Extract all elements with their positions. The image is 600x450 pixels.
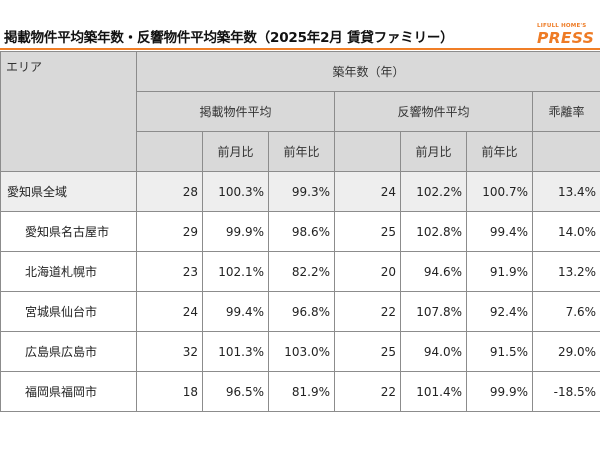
cell-listed-yoy: 82.2% xyxy=(268,251,335,292)
table-row: 広島県広島市 32 101.3% 103.0% 25 94.0% 91.5% 2… xyxy=(0,331,600,372)
header-inquiry-mom: 前月比 xyxy=(400,131,467,172)
page-title: 掲載物件平均築年数・反響物件平均築年数（2025年2月 賃貸ファミリー） xyxy=(4,30,454,46)
cell-inquiry: 20 xyxy=(334,251,401,292)
cell-inquiry-mom: 107.8% xyxy=(400,291,467,332)
header-row-1: エリア 築年数（年） xyxy=(0,51,600,172)
table-row: 北海道札幌市 23 102.1% 82.2% 20 94.6% 91.9% 13… xyxy=(0,251,600,292)
header-row-2: 掲載物件平均 反響物件平均 乖離率 xyxy=(1,91,600,132)
cell-inquiry-yoy: 99.9% xyxy=(466,371,533,412)
cell-inquiry: 22 xyxy=(334,291,401,332)
cell-inquiry: 25 xyxy=(334,331,401,372)
cell-inquiry-mom: 94.6% xyxy=(400,251,467,292)
cell-divergence: 13.2% xyxy=(531,251,600,292)
header-area: エリア xyxy=(0,51,137,172)
cell-inquiry-mom: 101.4% xyxy=(400,371,467,412)
cell-divergence: 7.6% xyxy=(531,291,600,332)
cell-inquiry-yoy: 91.9% xyxy=(466,251,533,292)
cell-divergence: 29.0% xyxy=(531,331,600,372)
cell-listed-yoy: 81.9% xyxy=(268,371,335,412)
row-area: 愛知県全域 xyxy=(0,171,137,212)
row-area: 愛知県名古屋市 xyxy=(0,211,137,252)
header-listed-yoy: 前年比 xyxy=(268,131,335,172)
cell-inquiry-yoy: 100.7% xyxy=(466,171,533,212)
header-listed-value xyxy=(136,131,203,172)
cell-inquiry-yoy: 92.4% xyxy=(466,291,533,332)
cell-listed-mom: 102.1% xyxy=(202,251,269,292)
cell-inquiry-mom: 94.0% xyxy=(400,331,467,372)
table-row: 宮城県仙台市 24 99.4% 96.8% 22 107.8% 92.4% 7.… xyxy=(0,291,600,332)
header-age: 築年数（年） xyxy=(135,51,600,92)
header-listed-avg: 掲載物件平均 xyxy=(136,91,335,132)
cell-inquiry-yoy: 99.4% xyxy=(466,211,533,252)
cell-listed-yoy: 103.0% xyxy=(268,331,335,372)
logo-line2: PRESS xyxy=(537,29,595,47)
row-area: 広島県広島市 xyxy=(0,331,137,372)
table-row: 愛知県名古屋市 29 99.9% 98.6% 25 102.8% 99.4% 1… xyxy=(0,211,600,252)
title-divider xyxy=(0,48,600,50)
table-row: 福岡県福岡市 18 96.5% 81.9% 22 101.4% 99.9% -1… xyxy=(0,371,600,412)
cell-listed: 23 xyxy=(136,251,203,292)
row-area: 北海道札幌市 xyxy=(0,251,137,292)
cell-inquiry-mom: 102.2% xyxy=(400,171,467,212)
brand-logo: LIFULL HOME'S PRESS xyxy=(537,23,599,53)
cell-listed-mom: 101.3% xyxy=(202,331,269,372)
cell-divergence: 13.4% xyxy=(531,171,600,212)
cell-listed-mom: 99.9% xyxy=(202,211,269,252)
header-inquiry-avg: 反響物件平均 xyxy=(334,91,533,132)
cell-listed-yoy: 98.6% xyxy=(268,211,335,252)
cell-listed-mom: 96.5% xyxy=(202,371,269,412)
cell-listed: 24 xyxy=(136,291,203,332)
cell-listed-yoy: 96.8% xyxy=(268,291,335,332)
row-area: 宮城県仙台市 xyxy=(0,291,137,332)
header-divergence-blank xyxy=(531,131,600,172)
cell-listed: 29 xyxy=(136,211,203,252)
header-inquiry-yoy: 前年比 xyxy=(466,131,533,172)
header-inquiry-value xyxy=(334,131,401,172)
age-table: エリア 築年数（年） 掲載物件平均 反響物件平均 乖離率 前月比 前年比 前月比… xyxy=(0,51,600,412)
cell-inquiry: 25 xyxy=(334,211,401,252)
cell-inquiry-yoy: 91.5% xyxy=(466,331,533,372)
cell-inquiry-mom: 102.8% xyxy=(400,211,467,252)
cell-listed-mom: 100.3% xyxy=(202,171,269,212)
cell-listed: 32 xyxy=(136,331,203,372)
cell-divergence: 14.0% xyxy=(531,211,600,252)
cell-listed-mom: 99.4% xyxy=(202,291,269,332)
cell-inquiry: 22 xyxy=(334,371,401,412)
row-area: 福岡県福岡市 xyxy=(0,371,137,412)
cell-listed: 28 xyxy=(136,171,203,212)
cell-listed: 18 xyxy=(136,371,203,412)
cell-listed-yoy: 99.3% xyxy=(268,171,335,212)
logo-line1: LIFULL HOME'S xyxy=(537,23,587,29)
header-listed-mom: 前月比 xyxy=(202,131,269,172)
table-row: 愛知県全域 28 100.3% 99.3% 24 102.2% 100.7% 1… xyxy=(0,171,600,212)
header-divergence: 乖離率 xyxy=(531,91,600,132)
cell-inquiry: 24 xyxy=(334,171,401,212)
cell-divergence: -18.5% xyxy=(531,371,600,412)
